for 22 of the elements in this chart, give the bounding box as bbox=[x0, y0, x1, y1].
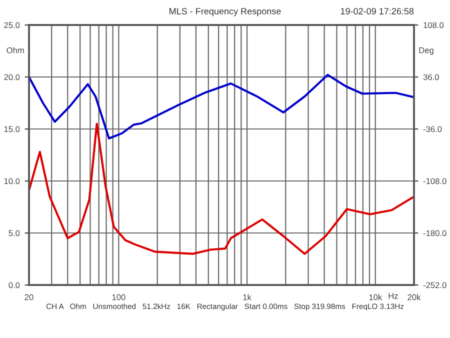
y2-tick-label: -108.0 bbox=[423, 178, 446, 184]
y2-tick-label: -36.0 bbox=[423, 126, 442, 132]
x-tick-label: 20k bbox=[408, 294, 421, 300]
x-tick-label: 1k bbox=[243, 294, 252, 300]
x-tick-label: 10k bbox=[369, 294, 382, 300]
y2-tick-label: 108.0 bbox=[424, 22, 444, 28]
x-tick-label: 20 bbox=[24, 294, 34, 300]
y-tick-label: 5.0 bbox=[8, 230, 20, 236]
y2-tick-label: -180.0 bbox=[423, 230, 446, 236]
y-tick-label: 20.0 bbox=[4, 74, 20, 80]
y-tick-label: 15.0 bbox=[4, 126, 20, 132]
y2-axis-title: Deg bbox=[419, 47, 434, 55]
y2-tick-label: -252.0 bbox=[423, 282, 446, 288]
y2-tick-label: 36.0 bbox=[423, 74, 439, 80]
y-tick-label: 10.0 bbox=[4, 178, 20, 184]
x-axis-title: Hz bbox=[388, 293, 398, 299]
text: 19-02-09 17:26:58 bbox=[340, 8, 414, 14]
y-tick-label: 0.0 bbox=[8, 282, 20, 288]
chart-title: MLS - Frequency Response bbox=[170, 8, 281, 16]
y-axis-title: Ohm bbox=[6, 47, 24, 54]
x-tick-label: 100 bbox=[112, 294, 126, 300]
y-tick-label: 25.0 bbox=[4, 22, 20, 28]
